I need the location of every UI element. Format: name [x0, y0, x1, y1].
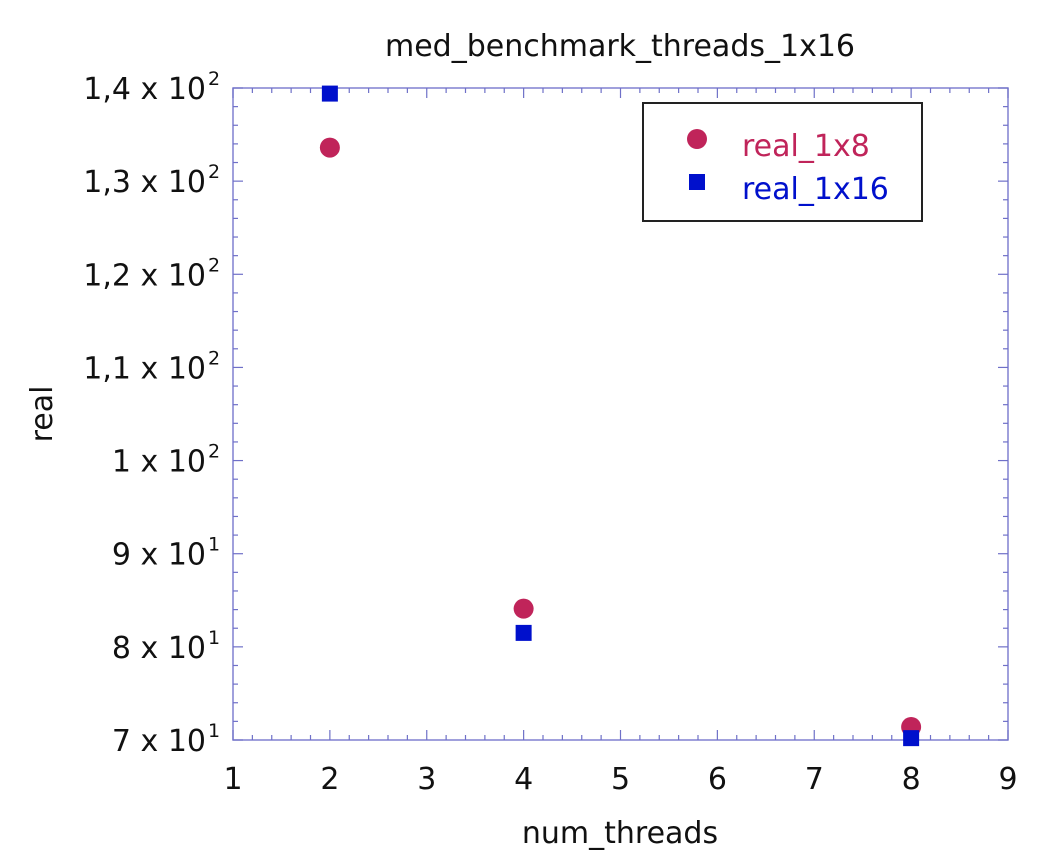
y-tick-exponent: 2 [208, 254, 220, 276]
y-tick-label: 8 x 10 [112, 631, 206, 666]
y-tick-exponent: 2 [208, 441, 220, 463]
point-real-1x8 [513, 598, 534, 619]
x-tick-label: 7 [805, 762, 824, 797]
y-axis-label: real [25, 386, 60, 443]
y-tick-exponent: 1 [208, 534, 220, 556]
legend: real_1x8 real_1x16 [642, 102, 923, 222]
data-points [319, 85, 922, 747]
y-tick-exponent: 1 [208, 627, 220, 649]
point-real-1x16 [321, 85, 338, 102]
point-real-1x16 [515, 624, 532, 641]
x-tick-label: 5 [611, 762, 630, 797]
x-axis-label: num_threads [522, 816, 718, 851]
x-tick-label: 2 [320, 762, 339, 797]
legend-marker-real-1x8 [687, 129, 707, 149]
y-tick-exponent: 2 [208, 161, 220, 183]
legend-box [642, 102, 923, 222]
legend-label-real-1x8: real_1x8 [742, 129, 870, 164]
legend-label-real-1x16: real_1x16 [742, 172, 889, 207]
y-tick-label: 1,3 x 10 [83, 165, 206, 200]
legend-marker-real-1x16 [689, 174, 705, 190]
y-tick-exponent: 2 [208, 347, 220, 369]
x-tick-label: 1 [223, 762, 242, 797]
x-tick-label: 8 [902, 762, 921, 797]
point-real-1x16 [903, 730, 920, 747]
x-tick-labels: 1 2 3 4 5 6 7 8 9 [223, 762, 1017, 797]
y-tick-label: 1,2 x 10 [83, 258, 206, 293]
point-real-1x8 [319, 137, 340, 158]
y-tick-label: 1,1 x 10 [83, 351, 206, 386]
y-tick-label: 1,4 x 10 [83, 72, 206, 107]
x-tick-label: 3 [417, 762, 436, 797]
y-tick-label: 1 x 10 [112, 445, 206, 480]
y-tick-exponent: 2 [208, 68, 220, 90]
x-tick-label: 4 [514, 762, 533, 797]
y-tick-exponent: 1 [208, 720, 220, 742]
y-tick-labels: 7 x 10 18 x 10 19 x 10 11 x 10 21,1 x 10 21,2… [83, 68, 220, 759]
y-tick-label: 7 x 10 [112, 724, 206, 759]
chart-title: med_benchmark_threads_1x16 [385, 29, 855, 64]
y-tick-label: 9 x 10 [112, 538, 206, 573]
x-tick-label: 9 [998, 762, 1017, 797]
x-tick-label: 6 [708, 762, 727, 797]
